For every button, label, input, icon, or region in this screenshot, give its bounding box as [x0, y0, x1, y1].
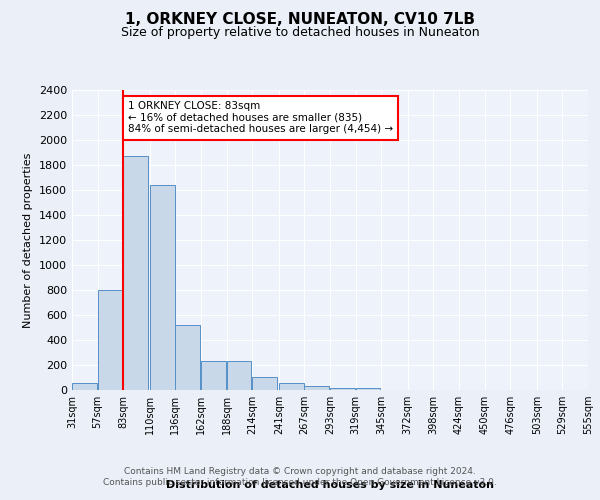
Bar	[356, 388, 380, 390]
Bar	[123, 156, 148, 390]
Bar	[279, 383, 304, 390]
Bar	[150, 185, 175, 390]
Text: 1 ORKNEY CLOSE: 83sqm
← 16% of detached houses are smaller (835)
84% of semi-det: 1 ORKNEY CLOSE: 83sqm ← 16% of detached …	[128, 101, 393, 134]
Text: Contains HM Land Registry data © Crown copyright and database right 2024.
Contai: Contains HM Land Registry data © Crown c…	[103, 468, 497, 487]
Bar	[227, 360, 251, 390]
Text: 1, ORKNEY CLOSE, NUNEATON, CV10 7LB: 1, ORKNEY CLOSE, NUNEATON, CV10 7LB	[125, 12, 475, 28]
Bar	[252, 377, 277, 390]
Bar	[175, 325, 200, 390]
Text: Distribution of detached houses by size in Nuneaton: Distribution of detached houses by size …	[166, 480, 494, 490]
Bar	[201, 360, 226, 390]
Bar	[98, 290, 122, 390]
Bar	[304, 386, 329, 390]
Bar	[72, 383, 97, 390]
Bar	[330, 388, 355, 390]
Y-axis label: Number of detached properties: Number of detached properties	[23, 152, 34, 328]
Text: Size of property relative to detached houses in Nuneaton: Size of property relative to detached ho…	[121, 26, 479, 39]
